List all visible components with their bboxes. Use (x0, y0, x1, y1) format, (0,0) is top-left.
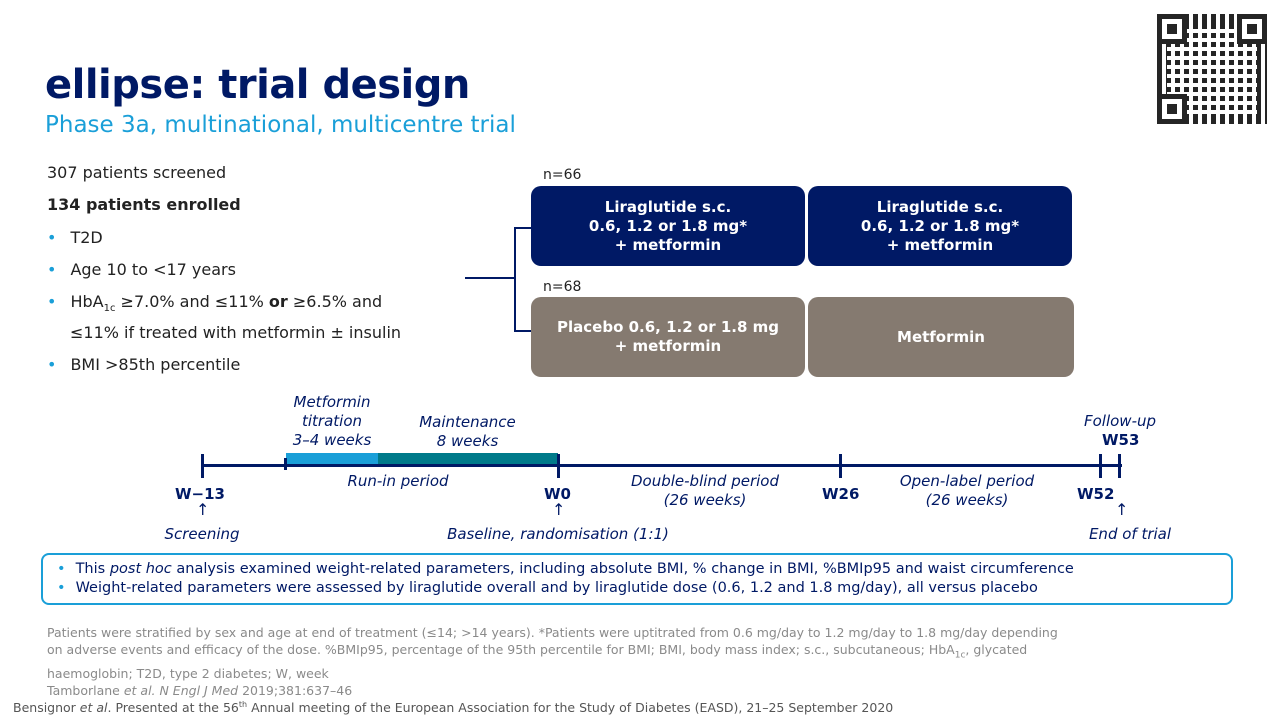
arm-n-placebo: n=68 (543, 279, 582, 295)
week-w-13: W−13 (175, 485, 225, 503)
week-w52: W52 (1077, 485, 1115, 503)
criteria-item: • Age 10 to <17 years (47, 260, 236, 279)
arm-liraglutide-openlabel: Liraglutide s.c. 0.6, 1.2 or 1.8 mg* + met… (808, 186, 1072, 266)
timeline-axis (202, 464, 1122, 467)
runin-label: Run-in period (347, 472, 449, 490)
criteria-item: • T2D (47, 228, 103, 247)
tick-w-13 (201, 454, 204, 478)
arrow-up-icon: ↑ (196, 500, 210, 519)
followup-label: Follow-up (1083, 412, 1157, 430)
citation: Bensignor et al. Presented at the 56th A… (13, 700, 894, 716)
end-of-trial-label: End of trial (1088, 525, 1172, 543)
tick-w52 (1099, 454, 1102, 478)
criteria-item-hba1c: • HbA1c ≥7.0% and ≤11% or ≥6.5% and (47, 292, 383, 315)
screened-text: 307 patients screened (47, 163, 227, 182)
tick-w53 (1118, 454, 1121, 478)
page-title: ellipse: trial design (45, 62, 470, 108)
summary-box: • This post hoc analysis examined weight-… (41, 553, 1233, 605)
randomisation-bracket (514, 227, 531, 332)
criteria-item-hba1c-line2: ≤11% if treated with metformin ± insulin (70, 323, 402, 342)
week-w26: W26 (822, 485, 860, 503)
screening-label: Screening (164, 525, 240, 543)
arm-liraglutide-doubleblind: Liraglutide s.c. 0.6, 1.2 or 1.8 mg* + met… (531, 186, 805, 266)
maintenance-bar (378, 453, 558, 464)
arrow-up-icon: ↑ (552, 500, 566, 519)
arm-metformin-openlabel: Metformin (808, 297, 1074, 377)
summary-item: • Weight-related parameters were assessed… (57, 580, 1038, 596)
tick-w26 (839, 454, 842, 478)
footnote: Patients were stratified by sex and age … (47, 625, 1058, 698)
randomisation-bracket (465, 277, 515, 279)
openlabel-label: Open-label period (26 weeks) (899, 472, 1035, 509)
doubleblind-label: Double-blind period (26 weeks) (630, 472, 779, 509)
arm-n-liraglutide: n=66 (543, 167, 582, 183)
enrolled-text: 134 patients enrolled (47, 195, 241, 214)
arrow-up-icon: ↑ (1115, 500, 1129, 519)
qr-code (1157, 14, 1267, 124)
summary-item: • This post hoc analysis examined weight-… (57, 561, 1074, 577)
titration-label: Metformin titration 3–4 weeks (292, 393, 372, 449)
tick-w0 (557, 454, 560, 478)
week-w53: W53 (1102, 431, 1140, 449)
baseline-label: Baseline, randomisation (1:1) (447, 525, 669, 543)
titration-bar (286, 453, 378, 464)
tick-runin (284, 458, 287, 470)
week-w0: W0 (544, 485, 571, 503)
page-subtitle: Phase 3a, multinational, multicentre tri… (45, 112, 516, 138)
criteria-item: • BMI >85th percentile (47, 355, 241, 374)
maintenance-label: Maintenance 8 weeks (419, 413, 516, 450)
arm-placebo-doubleblind: Placebo 0.6, 1.2 or 1.8 mg + metformin (531, 297, 805, 377)
